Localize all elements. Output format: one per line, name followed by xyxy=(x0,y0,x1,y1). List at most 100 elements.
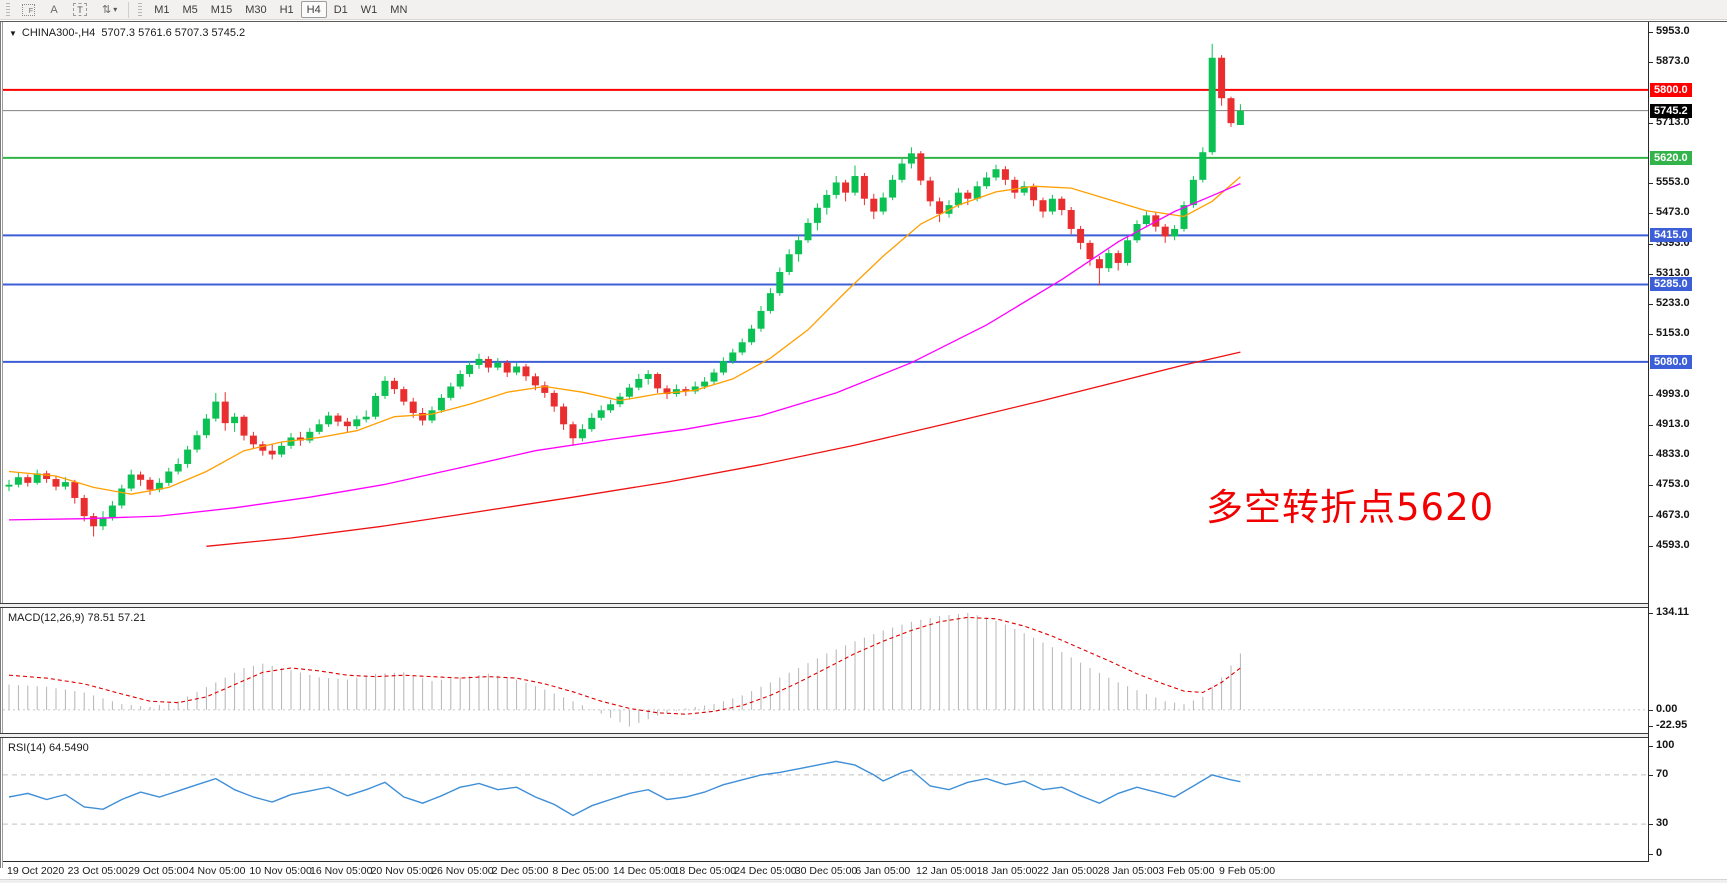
time-tick-label: 6 Jan 05:00 xyxy=(855,865,911,877)
price-tick-label: 5953.0 xyxy=(1656,25,1690,38)
price-tick-label: 5713.0 xyxy=(1656,115,1690,128)
text-annotation-tool-button[interactable]: A xyxy=(44,1,64,18)
time-tick-label: 9 Feb 05:00 xyxy=(1219,865,1276,877)
timeframe-toolbar-drag-handle[interactable] xyxy=(138,2,143,17)
axis-tick-mark xyxy=(1649,726,1653,728)
timeframe-button-m5[interactable]: M5 xyxy=(182,3,198,16)
axis-tick-mark xyxy=(1649,515,1653,517)
price-tick-label: 5553.0 xyxy=(1656,176,1690,189)
fibonacci-icon: F xyxy=(22,3,35,16)
timeframe-button-m15[interactable]: M15 xyxy=(210,3,233,16)
symbol-ohlc-label: ▼ CHINA300-,H4 5707.3 5761.6 5707.3 5745.… xyxy=(9,27,245,39)
text-box-tool-button[interactable]: T xyxy=(67,1,93,18)
time-tick-label: 29 Oct 05:00 xyxy=(128,865,189,877)
price-tick-label: 5473.0 xyxy=(1656,206,1690,219)
text-box-icon: T xyxy=(73,3,87,16)
price-tick-label: 4913.0 xyxy=(1656,418,1690,431)
axis-tick-mark xyxy=(1649,394,1653,396)
symbol-dropdown-icon[interactable]: ▼ xyxy=(9,29,17,38)
axis-tick-mark xyxy=(1649,273,1653,275)
macd-tick-label: 0.00 xyxy=(1656,702,1678,715)
time-axis[interactable]: 19 Oct 2020 23 Oct 05:00 29 Oct 05:00 4 Nov… xyxy=(3,862,1648,879)
axis-tick-mark xyxy=(1649,746,1653,747)
text-annotation-icon: A xyxy=(50,3,58,16)
timeframe-button-h4[interactable]: H4 xyxy=(300,1,327,18)
level-price-badge: 5415.0 xyxy=(1650,228,1692,243)
axis-tick-mark xyxy=(1649,545,1653,547)
timeframe-button-w1[interactable]: W1 xyxy=(360,3,378,16)
price-tick-label: 4593.0 xyxy=(1656,538,1690,551)
axis-tick-mark xyxy=(1649,824,1653,826)
time-tick-label: 4 Nov 05:00 xyxy=(188,865,246,877)
price-axis-border xyxy=(1648,22,1649,861)
macd-tick-label: -22.95 xyxy=(1656,719,1688,732)
timeframe-button-h1[interactable]: H1 xyxy=(279,3,294,16)
macd-tick-label: 134.11 xyxy=(1656,605,1690,618)
rsi-tick-label: 0 xyxy=(1656,847,1663,859)
axis-tick-mark xyxy=(1649,243,1653,245)
chart-annotation[interactable]: 多空转折点5620 xyxy=(1206,486,1495,529)
timeframe-button-mn[interactable]: MN xyxy=(390,3,408,16)
price-tick-label: 5153.0 xyxy=(1656,327,1690,340)
arrow-objects-icon: ⇅ xyxy=(102,4,112,16)
rsi-tick-label: 100 xyxy=(1656,739,1675,751)
toolbar-separator xyxy=(128,1,130,18)
axis-tick-mark xyxy=(1649,612,1653,614)
macd-pane[interactable] xyxy=(3,608,1648,733)
timeframe-button-m30[interactable]: M30 xyxy=(245,3,267,16)
main-chart-pane[interactable] xyxy=(3,23,1648,603)
time-tick-label: 28 Jan 05:00 xyxy=(1097,865,1159,877)
rsi-tick-label: 30 xyxy=(1656,817,1669,830)
arrow-objects-tool-button[interactable]: ⇅ ▾ xyxy=(96,1,123,18)
axis-tick-mark xyxy=(1649,213,1653,215)
axis-tick-mark xyxy=(1649,774,1653,776)
price-tick-label: 5313.0 xyxy=(1656,266,1690,279)
time-tick-label: 14 Dec 05:00 xyxy=(613,865,676,877)
window-left-edge xyxy=(0,22,3,868)
price-tick-label: 4833.0 xyxy=(1656,448,1690,461)
level-price-badge: 5800.0 xyxy=(1650,82,1692,97)
fibonacci-tool-button[interactable]: F xyxy=(16,1,41,18)
toolbar-drag-handle[interactable] xyxy=(6,2,10,17)
time-tick-label: 22 Jan 05:00 xyxy=(1037,865,1098,877)
chart-window: ▼ CHINA300-,H4 5707.3 5761.6 5707.3 5745.… xyxy=(0,21,1727,883)
time-tick-label: 19 Oct 2020 xyxy=(7,865,65,877)
price-axis[interactable]: 5953.0 5873.0 5713.0 5553.0 5473.0 5393.0 5313… xyxy=(1649,22,1727,861)
level-price-badge: 5285.0 xyxy=(1650,277,1692,292)
axis-tick-mark xyxy=(1649,183,1653,185)
axis-tick-mark xyxy=(1649,485,1653,487)
arrows-dropdown-caret-icon[interactable]: ▾ xyxy=(113,5,118,14)
price-tick-label: 4993.0 xyxy=(1656,387,1690,400)
time-tick-label: 20 Nov 05:00 xyxy=(370,865,434,877)
time-tick-label: 8 Dec 05:00 xyxy=(552,865,610,877)
symbol-ohlc-text: CHINA300-,H4 5707.3 5761.6 5707.3 5745.2 xyxy=(21,27,246,39)
time-tick-label: 10 Nov 05:00 xyxy=(249,865,312,877)
axis-tick-mark xyxy=(1649,62,1653,64)
toolbar: F A T ⇅ ▾ M1 M5 M15 M30 H1 H4 D1 W1 MN xyxy=(0,0,1727,20)
price-tick-label: 4753.0 xyxy=(1656,478,1690,491)
axis-tick-mark xyxy=(1649,334,1653,336)
pane-splitter-rsi[interactable] xyxy=(0,733,1648,738)
macd-indicator-label: MACD(12,26,9) 78.51 57.21 xyxy=(8,612,146,624)
time-tick-label: 12 Jan 05:00 xyxy=(916,865,977,877)
rsi-indicator-label: RSI(14) 64.5490 xyxy=(8,742,89,754)
timeframe-button-d1[interactable]: D1 xyxy=(333,3,348,16)
time-tick-label: 18 Jan 05:00 xyxy=(976,865,1038,877)
macd-pane-canvas[interactable] xyxy=(3,608,1648,733)
rsi-pane[interactable] xyxy=(3,738,1648,861)
axis-tick-mark xyxy=(1649,122,1653,124)
timeframe-button-m1[interactable]: M1 xyxy=(154,3,170,16)
time-tick-label: 16 Nov 05:00 xyxy=(310,865,373,877)
pane-splitter-macd[interactable] xyxy=(0,603,1648,608)
axis-tick-mark xyxy=(1649,455,1653,457)
time-tick-label: 26 Nov 05:00 xyxy=(431,865,494,877)
time-tick-label: 3 Feb 05:00 xyxy=(1158,865,1215,877)
axis-tick-mark xyxy=(1649,854,1653,855)
current-price-badge: 5745.2 xyxy=(1650,103,1692,118)
time-tick-label: 23 Oct 05:00 xyxy=(67,865,128,877)
main-pane-canvas[interactable] xyxy=(3,23,1648,603)
rsi-tick-label: 70 xyxy=(1656,767,1669,780)
price-tick-label: 4673.0 xyxy=(1656,508,1690,521)
rsi-pane-canvas[interactable] xyxy=(3,738,1648,861)
